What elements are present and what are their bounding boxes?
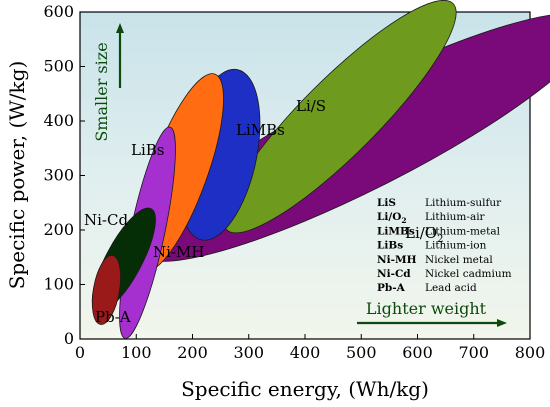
legend-full-name: Nickel cadmium [425, 268, 512, 280]
legend-abbr: LiS [377, 197, 396, 209]
y-tick-label: 600 [43, 2, 74, 21]
x-tick-label: 400 [290, 343, 321, 362]
legend-full-name: Nickel metal [425, 254, 493, 266]
region-label-libs: LiBs [131, 141, 164, 159]
y-tick-label: 0 [64, 329, 74, 348]
region-label-ni-mh: Ni-MH [153, 243, 204, 261]
axis-ticks: 0 100 200 300 400 500 600 700 800 0 100 200 300 400 50… [43, 2, 545, 362]
lighter-weight-text: Lighter weight [366, 299, 487, 318]
lighter-weight-annotation: Lighter weight [357, 299, 507, 327]
region-label-pb-a: Pb-A [95, 308, 131, 326]
legend-full-name: Lithium-air [425, 211, 486, 223]
smaller-size-annotation: Smaller size [92, 23, 124, 142]
legend-abbr: Ni-MH [377, 254, 417, 266]
region-label-ni-cd: Ni-Cd [84, 211, 128, 229]
legend-full-name: Lead acid [425, 282, 477, 294]
y-tick-label: 200 [43, 220, 74, 239]
x-tick-label: 200 [177, 343, 208, 362]
region-li-s [223, 0, 457, 234]
region-label-li-s: Li/S [296, 97, 326, 115]
x-tick-label: 600 [402, 343, 433, 362]
x-axis-title: Specific energy, (Wh/kg) [181, 377, 429, 401]
legend-full-name: Lithium-ion [425, 240, 487, 252]
region-pb-a [91, 255, 122, 325]
x-tick-label: 100 [121, 343, 152, 362]
region-label-limbs: LiMBs [236, 121, 285, 139]
legend-abbr: Pb-A [377, 282, 406, 294]
region-label-li-o2: Li/O2 [405, 224, 443, 245]
battery-regions [91, 0, 550, 339]
x-tick-label: 300 [233, 343, 264, 362]
legend-abbr: Li/O2 [377, 211, 407, 225]
x-tick-label: 800 [515, 343, 546, 362]
x-tick-label: 0 [75, 343, 85, 362]
battery-region-labels: Li/O2 Li/S LiMBs LiBs Ni-MH Ni-Cd Pb-A [84, 97, 443, 326]
y-tick-label: 400 [43, 111, 74, 130]
smaller-size-text: Smaller size [92, 42, 111, 141]
y-tick-label: 500 [43, 57, 74, 76]
y-axis-title: Specific power, (W/kg) [5, 61, 29, 290]
legend-abbr: LiMBs [377, 225, 415, 237]
legend-full-name: Lithium-sulfur [425, 197, 502, 209]
legend-abbr: Ni-Cd [377, 268, 411, 280]
x-tick-label: 700 [458, 343, 489, 362]
legend-abbr: LiBs [377, 240, 403, 252]
y-tick-label: 100 [43, 275, 74, 294]
legend-full-name: Lithium-metal [425, 225, 501, 237]
y-tick-label: 300 [43, 166, 74, 185]
x-tick-label: 500 [346, 343, 377, 362]
